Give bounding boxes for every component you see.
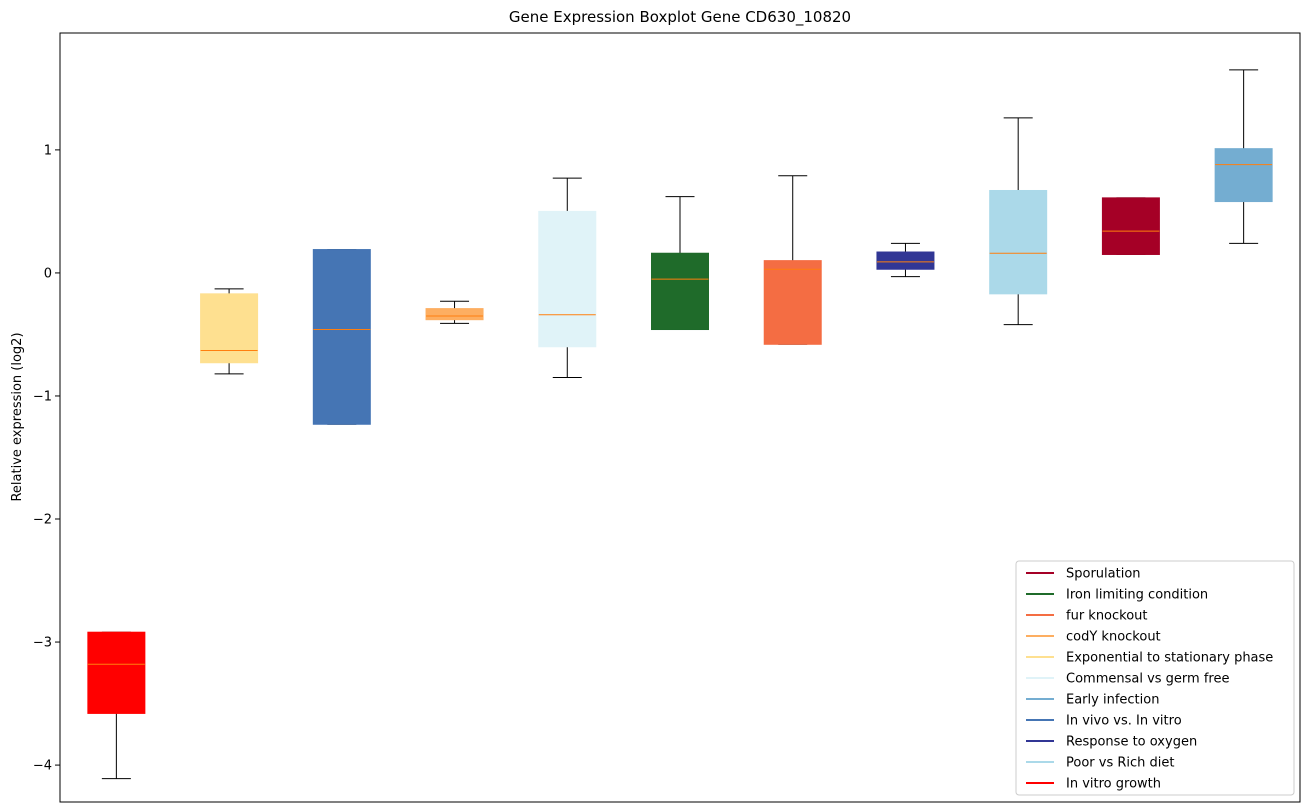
box-body: [1101, 197, 1160, 255]
box-body: [200, 293, 259, 364]
legend-label: In vitro growth: [1066, 777, 1161, 792]
box-exponential-to-stationary-phase: [200, 288, 259, 375]
plot-frame: [59, 32, 1301, 803]
box-body: [876, 251, 935, 270]
legend-label: Commensal vs germ free: [1066, 672, 1229, 687]
box-in-vitro-growth: [87, 631, 146, 780]
box-poor-vs-rich-diet: [989, 117, 1048, 326]
y-tick-label: −3: [33, 636, 52, 651]
box-body: [1214, 148, 1273, 203]
legend-label: Iron limiting condition: [1066, 588, 1208, 603]
y-tick-label: −2: [33, 513, 52, 528]
box-body: [763, 260, 822, 345]
legend: Sporulation Iron limiting condition fur kn…: [1015, 560, 1295, 796]
box-fur-knockout: [763, 175, 822, 345]
legend-label: codY knockout: [1066, 630, 1161, 645]
legend-label: In vivo vs. In vitro: [1066, 714, 1182, 729]
box-early-infection: [1214, 69, 1273, 244]
box-cody-knockout: [425, 300, 484, 324]
boxes-group: [87, 69, 1273, 780]
box-iron-limiting-condition: [651, 196, 709, 331]
legend-label: Poor vs Rich diet: [1066, 756, 1174, 771]
box-body: [425, 308, 484, 321]
legend-frame: [1015, 560, 1295, 796]
box-body: [312, 249, 371, 425]
y-tick-label: −4: [33, 759, 52, 774]
legend-label: Response to oxygen: [1066, 735, 1197, 750]
y-tick-label: 1: [44, 143, 52, 158]
chart-title: Gene Expression Boxplot Gene CD630_10820: [509, 8, 851, 27]
y-axis-label: Relative expression (log2): [10, 332, 25, 501]
box-body: [989, 189, 1048, 295]
box-in-vivo-vs-in-vitro: [312, 249, 371, 425]
box-response-to-oxygen: [876, 242, 935, 278]
box-body: [538, 210, 597, 348]
legend-label: fur knockout: [1066, 609, 1148, 624]
box-body: [87, 631, 146, 714]
y-axis: −4 −3 −2 −1 0 1: [33, 143, 60, 774]
box-commensal-vs-germ-free: [538, 177, 597, 379]
y-tick-label: 0: [44, 266, 52, 281]
y-tick-label: −1: [33, 389, 52, 404]
box-body: [651, 252, 709, 331]
legend-label: Early infection: [1066, 693, 1159, 708]
box-sporulation: [1101, 197, 1160, 255]
legend-label: Exponential to stationary phase: [1066, 651, 1273, 666]
legend-label: Sporulation: [1066, 567, 1141, 582]
